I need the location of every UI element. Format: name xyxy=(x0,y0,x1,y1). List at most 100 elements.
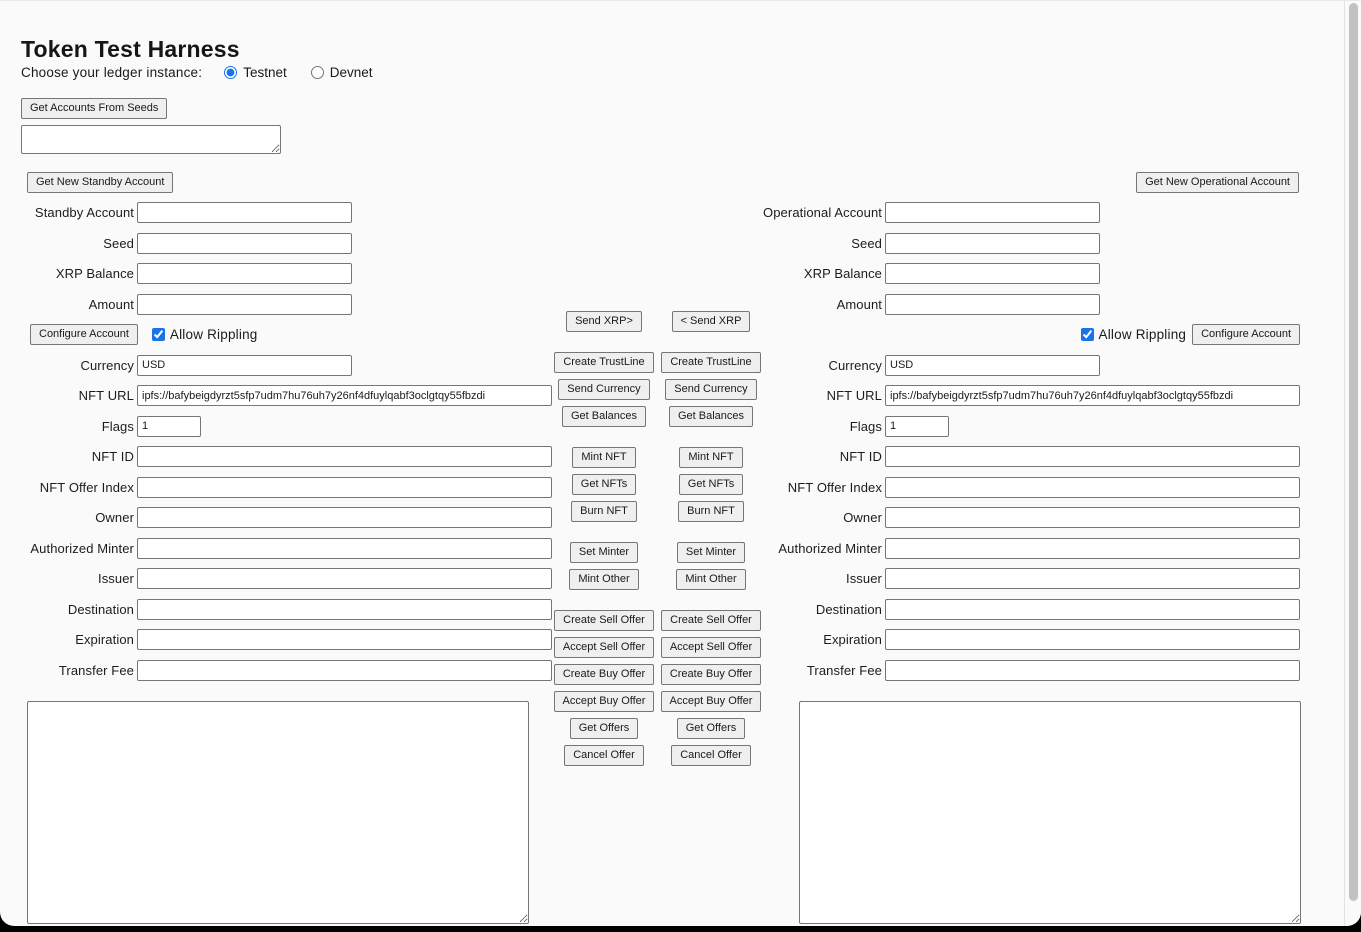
operational-configure-account-button[interactable]: Configure Account xyxy=(1192,324,1300,345)
operational-expiration-input[interactable] xyxy=(885,629,1300,650)
standby-minter-group: Set Minter Mint Other xyxy=(569,542,639,590)
devnet-radio-label: Devnet xyxy=(329,65,373,80)
standby-destination-input[interactable] xyxy=(137,598,552,620)
standby-results-textarea[interactable] xyxy=(27,701,529,924)
devnet-radio[interactable] xyxy=(310,66,324,79)
standby-transfer-fee-input[interactable] xyxy=(137,659,552,681)
operational-mint-nft-button[interactable]: Mint NFT xyxy=(679,447,743,468)
standby-accept-buy-offer-button[interactable]: Accept Buy Offer xyxy=(553,691,655,712)
standby-owner-input[interactable] xyxy=(137,507,552,528)
standby-create-buy-offer-button[interactable]: Create Buy Offer xyxy=(553,664,655,685)
standby-seed-row: Seed xyxy=(0,232,552,254)
operational-owner-input[interactable] xyxy=(885,507,1300,528)
operational-transfer-fee-input[interactable] xyxy=(885,659,1300,681)
standby-mint-nft-button[interactable]: Mint NFT xyxy=(572,447,636,468)
operational-nft-id-input[interactable] xyxy=(885,446,1300,467)
seeds-textarea[interactable] xyxy=(21,125,281,154)
standby-create-sell-offer-button[interactable]: Create Sell Offer xyxy=(554,610,654,631)
operational-issuer-input[interactable] xyxy=(885,568,1300,589)
operational-transfer-fee-label: Transfer Fee xyxy=(806,662,882,678)
radio-option-testnet[interactable]: Testnet xyxy=(224,65,287,80)
standby-set-minter-button[interactable]: Set Minter xyxy=(569,542,639,563)
operational-get-balances-button[interactable]: Get Balances xyxy=(668,406,754,427)
standby-xrp-balance-input[interactable] xyxy=(137,263,352,284)
standby-issuer-input[interactable] xyxy=(137,568,552,589)
radio-option-devnet[interactable]: Devnet xyxy=(310,65,373,80)
operational-mint-other-button[interactable]: Mint Other xyxy=(676,569,746,590)
standby-currency-row: Currency xyxy=(0,354,552,376)
operational-create-trustline-button[interactable]: Create TrustLine xyxy=(661,352,761,373)
standby-cancel-offer-button[interactable]: Cancel Offer xyxy=(564,745,644,766)
standby-amount-input[interactable] xyxy=(137,293,352,315)
standby-expiration-label: Expiration xyxy=(75,632,134,647)
standby-authorized-minter-input[interactable] xyxy=(137,537,552,559)
standby-send-currency-button[interactable]: Send Currency xyxy=(558,379,650,400)
operational-burn-nft-button[interactable]: Burn NFT xyxy=(678,501,744,522)
operational-nft-group: Mint NFT Get NFTs Burn NFT xyxy=(678,447,744,522)
standby-transfer-fee-row: Transfer Fee xyxy=(0,659,552,681)
standby-nft-group: Mint NFT Get NFTs Burn NFT xyxy=(571,447,637,522)
operational-accept-sell-offer-button[interactable]: Accept Sell Offer xyxy=(660,637,762,658)
standby-xrp-group: Send XRP> xyxy=(566,311,642,332)
operational-set-minter-button[interactable]: Set Minter xyxy=(676,542,746,563)
standby-currency-label: Currency xyxy=(80,357,134,373)
standby-configure-row: Configure Account Allow Rippling xyxy=(0,324,552,345)
standby-nft-url-input[interactable] xyxy=(137,385,552,406)
operational-xrp-balance-input[interactable] xyxy=(885,263,1100,284)
standby-send-xrp-button[interactable]: Send XRP> xyxy=(566,311,642,332)
operational-allow-rippling-checkbox[interactable] xyxy=(1080,328,1094,341)
standby-nft-offer-index-input[interactable] xyxy=(137,476,552,498)
standby-get-nfts-button[interactable]: Get NFTs xyxy=(571,474,637,495)
standby-flags-input[interactable] xyxy=(137,415,201,437)
operational-create-buy-offer-button[interactable]: Create Buy Offer xyxy=(660,664,762,685)
standby-get-offers-button[interactable]: Get Offers xyxy=(569,718,639,739)
get-new-standby-account-button[interactable]: Get New Standby Account xyxy=(27,172,174,193)
operational-currency-group: Create TrustLine Send Currency Get Balan… xyxy=(661,352,761,427)
testnet-radio[interactable] xyxy=(224,66,238,79)
standby-burn-nft-button[interactable]: Burn NFT xyxy=(571,501,637,522)
operational-nft-url-input[interactable] xyxy=(885,385,1300,406)
operational-account-input[interactable] xyxy=(885,202,1100,223)
operational-seed-input[interactable] xyxy=(885,232,1100,254)
standby-seed-input[interactable] xyxy=(137,232,352,254)
standby-nft-offer-index-label: NFT Offer Index xyxy=(39,479,134,495)
operational-authorized-minter-input[interactable] xyxy=(885,537,1300,559)
operational-cancel-offer-button[interactable]: Cancel Offer xyxy=(671,745,751,766)
operational-get-nfts-button[interactable]: Get NFTs xyxy=(678,474,744,495)
standby-seed-label: Seed xyxy=(103,235,134,251)
operational-results-textarea[interactable] xyxy=(799,701,1301,924)
standby-currency-input[interactable] xyxy=(137,354,352,376)
vertical-scrollbar-track[interactable] xyxy=(1344,1,1361,926)
standby-get-balances-button[interactable]: Get Balances xyxy=(561,406,647,427)
operational-destination-input[interactable] xyxy=(885,598,1300,620)
operational-create-sell-offer-button[interactable]: Create Sell Offer xyxy=(661,610,761,631)
standby-account-input[interactable] xyxy=(137,202,352,223)
standby-field-column: Standby Account Seed XRP Balance Amount … xyxy=(0,202,552,690)
get-new-operational-account-button[interactable]: Get New Operational Account xyxy=(1136,172,1299,193)
operational-nft-offer-index-input[interactable] xyxy=(885,476,1300,498)
standby-configure-account-button[interactable]: Configure Account xyxy=(30,324,138,345)
operational-amount-input[interactable] xyxy=(885,293,1100,315)
page-title: Token Test Harness xyxy=(21,36,240,63)
standby-allow-rippling-checkbox[interactable] xyxy=(151,328,165,341)
standby-mint-other-button[interactable]: Mint Other xyxy=(569,569,639,590)
operational-send-xrp-button[interactable]: < Send XRP xyxy=(671,311,751,332)
get-accounts-from-seeds-button[interactable]: Get Accounts From Seeds xyxy=(21,98,168,119)
standby-nft-id-input[interactable] xyxy=(137,446,552,467)
standby-xrp-balance-row: XRP Balance xyxy=(0,263,552,284)
operational-accept-buy-offer-button[interactable]: Accept Buy Offer xyxy=(660,691,762,712)
operational-seed-label: Seed xyxy=(851,235,882,251)
standby-nft-offer-index-row: NFT Offer Index xyxy=(0,476,552,498)
operational-xrp-group: < Send XRP xyxy=(671,311,751,332)
standby-allow-rippling-label: Allow Rippling xyxy=(169,327,258,342)
standby-expiration-input[interactable] xyxy=(137,629,552,650)
operational-send-currency-button[interactable]: Send Currency xyxy=(665,379,757,400)
vertical-scrollbar-thumb[interactable] xyxy=(1349,3,1358,901)
operational-flags-input[interactable] xyxy=(885,415,949,437)
standby-create-trustline-button[interactable]: Create TrustLine xyxy=(554,352,654,373)
standby-accept-sell-offer-button[interactable]: Accept Sell Offer xyxy=(553,637,655,658)
operational-get-offers-button[interactable]: Get Offers xyxy=(676,718,746,739)
operational-nft-offer-index-row: NFT Offer Index xyxy=(748,476,1300,498)
operational-currency-input[interactable] xyxy=(885,354,1100,376)
